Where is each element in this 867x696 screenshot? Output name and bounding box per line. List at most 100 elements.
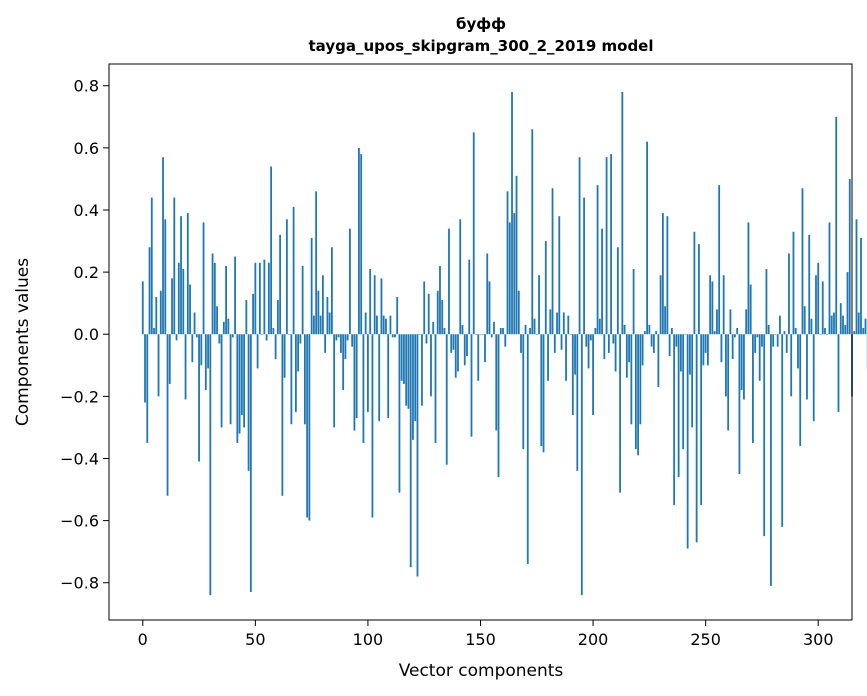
bar-93 (351, 334, 354, 347)
bar-135 (445, 334, 448, 465)
bar-5 (153, 328, 155, 335)
bar-26 (200, 334, 203, 366)
bar-59 (274, 334, 277, 360)
bar-258 (722, 275, 725, 335)
bar-253 (711, 281, 714, 335)
bar-94 (353, 334, 356, 431)
bar-19 (184, 334, 187, 400)
bar-165 (513, 213, 516, 335)
bar-65 (288, 334, 291, 335)
bar-97 (360, 154, 363, 335)
bar-218 (632, 269, 635, 335)
bar-69 (297, 334, 300, 372)
bar-41 (234, 256, 236, 335)
bar-36 (222, 321, 225, 335)
bar-174 (533, 318, 536, 335)
bar-294 (803, 306, 806, 335)
bar-37 (225, 265, 227, 335)
bar-123 (418, 334, 421, 335)
bar-202 (596, 185, 599, 335)
bar-278 (767, 324, 770, 335)
bar-8 (159, 290, 162, 335)
bar-130 (434, 334, 437, 443)
bar-115 (400, 334, 403, 381)
bar-317 (855, 219, 858, 335)
bar-283 (779, 315, 781, 335)
bar-142 (461, 324, 464, 335)
bar-234 (668, 334, 671, 356)
bar-177 (540, 334, 543, 447)
bar-206 (605, 157, 608, 335)
bar-248 (700, 334, 703, 506)
bar-164 (511, 91, 513, 335)
bar-66 (290, 334, 293, 425)
bar-295 (806, 334, 808, 400)
bar-169 (522, 334, 525, 450)
bar-267 (743, 334, 745, 400)
bar-226 (650, 334, 653, 347)
bar-243 (688, 334, 691, 375)
bar-40 (231, 334, 234, 338)
bar-249 (702, 334, 705, 366)
bar-178 (542, 334, 545, 453)
bar-161 (504, 334, 507, 347)
bar-236 (673, 334, 676, 506)
bar-51 (256, 334, 259, 369)
bar-101 (369, 269, 372, 335)
bar-49 (252, 293, 254, 335)
bar-23 (193, 312, 196, 335)
bar-273 (756, 334, 759, 338)
bar-193 (576, 334, 579, 471)
bar-208 (610, 154, 612, 335)
bar-70 (299, 334, 302, 344)
bar-64 (285, 219, 288, 335)
bar-220 (637, 334, 640, 456)
x-axis-label: Vector components (399, 661, 564, 681)
bar-82 (326, 296, 329, 335)
bar-296 (808, 234, 811, 335)
bar-20 (186, 213, 189, 335)
y-tick-label: −0.4 (60, 449, 99, 468)
bar-33 (216, 306, 218, 335)
bar-250 (704, 334, 707, 353)
bar-71 (301, 265, 304, 335)
bar-230 (659, 275, 662, 335)
bar-302 (821, 281, 824, 335)
bar-268 (745, 309, 748, 335)
bar-48 (249, 334, 252, 593)
bar-75 (310, 237, 313, 335)
bar-113 (396, 296, 399, 335)
bar-144 (466, 334, 468, 356)
x-tick-label: 200 (578, 630, 609, 649)
bar-112 (394, 334, 396, 338)
bar-217 (630, 334, 633, 425)
bar-232 (664, 306, 667, 335)
bar-247 (698, 244, 700, 335)
bar-188 (565, 334, 567, 381)
bar-306 (830, 315, 833, 335)
bar-148 (475, 334, 477, 335)
x-tick-label: 100 (353, 630, 384, 649)
y-tick-label: 0.4 (74, 201, 99, 220)
bar-68 (294, 334, 297, 412)
bar-92 (349, 228, 351, 335)
bar-77 (315, 191, 318, 335)
bar-179 (544, 241, 547, 335)
bar-126 (425, 334, 428, 344)
bar-43 (238, 334, 241, 434)
bar-137 (450, 334, 453, 353)
bar-166 (515, 175, 518, 335)
bar-117 (405, 334, 408, 406)
bar-216 (628, 334, 630, 363)
bar-240 (682, 334, 685, 450)
bar-155 (490, 334, 493, 338)
bar-308 (835, 116, 838, 335)
bar-84 (331, 247, 333, 335)
bar-279 (770, 334, 772, 586)
bar-72 (303, 334, 306, 425)
bar-284 (781, 334, 784, 527)
bar-45 (243, 334, 245, 428)
bar-42 (236, 334, 239, 443)
bar-251 (707, 334, 709, 366)
bar-170 (524, 324, 527, 335)
